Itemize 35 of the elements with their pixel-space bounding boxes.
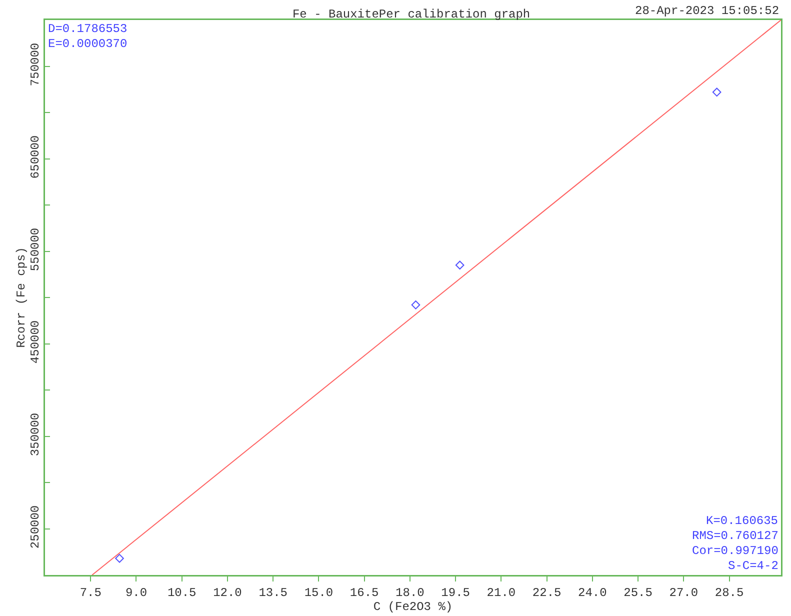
x-tick-label: 15.0 xyxy=(304,586,334,600)
x-tick-label: 13.5 xyxy=(258,586,288,600)
annotation: Cor=0.997190 xyxy=(692,544,778,558)
y-axis-title: Rcorr (Fe cps) xyxy=(14,247,29,348)
y-tick-label: 250000 xyxy=(28,505,43,549)
y-tick-label: 750000 xyxy=(28,42,43,86)
point xyxy=(115,554,124,563)
x-tick-label: 9.0 xyxy=(125,586,148,600)
annotation: S-C=4-2 xyxy=(728,559,778,573)
y-tick-label: 350000 xyxy=(28,412,43,456)
point xyxy=(712,88,722,97)
y-tick-label: 450000 xyxy=(28,320,43,364)
annotation: RMS=0.760127 xyxy=(692,529,778,543)
x-axis-title: C (Fe2O3 %) xyxy=(373,600,453,614)
x-tick-label: 19.5 xyxy=(441,586,470,600)
x-tick-label: 25.5 xyxy=(624,586,652,600)
text: 28-Apr-2023 15:05:52 xyxy=(635,4,780,18)
point xyxy=(411,300,420,310)
x-tick-label: 10.5 xyxy=(167,586,196,600)
x-tick-label: 18.0 xyxy=(396,586,424,600)
annotation: E=0.0000370 xyxy=(48,37,128,51)
annotation: D=0.1786553 xyxy=(48,22,128,36)
point xyxy=(455,260,464,270)
y-tick-label: 650000 xyxy=(28,135,43,179)
chart-title: Fe - BauxitePer calibration graph xyxy=(292,8,530,22)
annotation: K=0.160635 xyxy=(706,514,778,528)
x-tick-label: 16.5 xyxy=(350,586,379,600)
x-tick-label: 12.0 xyxy=(213,586,242,600)
x-tick-label: 22.5 xyxy=(532,586,562,600)
x-tick-label: 28.5 xyxy=(714,586,744,600)
x-tick-label: 24.0 xyxy=(578,586,607,600)
y-tick-label: 550000 xyxy=(28,228,43,272)
x-tick-label: 21.0 xyxy=(486,586,516,600)
x-tick-label: 27.0 xyxy=(669,586,698,600)
x-tick-label: 7.5 xyxy=(80,586,102,600)
